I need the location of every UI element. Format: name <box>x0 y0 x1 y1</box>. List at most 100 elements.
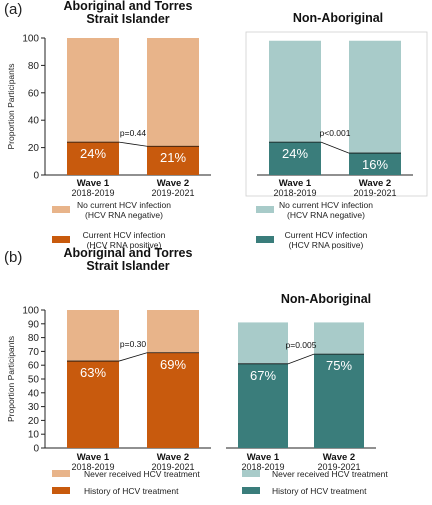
bar-value-label: 67% <box>250 368 276 383</box>
legend-label: No current HCV infection <box>77 200 171 210</box>
legend-label: History of HCV treatment <box>84 486 179 496</box>
bar-segment-top <box>349 40 401 154</box>
legend-label: History of HCV treatment <box>272 486 367 496</box>
legend-label: Current HCV infection <box>285 230 368 240</box>
panel-label: (a) <box>4 1 22 18</box>
y-tick-label: 50 <box>28 375 40 386</box>
legend-swatch <box>52 206 70 213</box>
x-tick-label: Wave 2 <box>157 452 189 463</box>
x-tick-label: Wave 1 <box>77 178 110 189</box>
x-tick-sublabel: 2018-2019 <box>241 462 284 472</box>
panel-label: (b) <box>4 249 22 266</box>
legend-label-detail: (HCV RNA negative) <box>85 210 163 220</box>
x-tick-sublabel: 2018-2019 <box>71 462 114 472</box>
chart-title: Strait Islander <box>86 259 169 273</box>
x-tick-sublabel: 2019-2021 <box>151 188 194 198</box>
bar-segment-top <box>67 38 119 143</box>
y-tick-label: 30 <box>28 402 40 413</box>
bar-segment-top <box>147 310 199 353</box>
y-tick-label: 80 <box>28 333 40 344</box>
bar-segment-bottom <box>67 361 119 448</box>
legend-label: Never received HCV treatment <box>272 469 388 479</box>
connector-line <box>320 141 350 154</box>
x-tick-sublabel: 2019-2021 <box>151 462 194 472</box>
y-axis-label: Proportion Participants <box>6 336 16 422</box>
connector-line <box>287 353 315 365</box>
bar-value-label: 69% <box>160 357 186 372</box>
x-tick-label: Wave 2 <box>323 452 355 463</box>
y-axis-label: Proportion Participants <box>6 64 16 150</box>
x-tick-label: Wave 1 <box>77 452 110 463</box>
bar-segment-top <box>269 40 321 143</box>
legend-swatch <box>52 470 70 477</box>
y-tick-label: 100 <box>22 306 39 317</box>
bar-segment-bottom <box>238 363 288 448</box>
legend-label-detail: (HCV RNA positive) <box>87 240 162 250</box>
x-tick-label: Wave 2 <box>157 178 189 189</box>
bar-segment-top <box>238 322 288 364</box>
chart-title: Non-Aboriginal <box>281 292 371 306</box>
x-tick-sublabel: 2018-2019 <box>71 188 114 198</box>
x-tick-sublabel: 2019-2021 <box>317 462 360 472</box>
chart-title: Non-Aboriginal <box>293 11 383 25</box>
y-tick-label: 20 <box>28 416 40 427</box>
chart-title: Strait Islander <box>86 12 169 26</box>
y-tick-label: 60 <box>28 88 40 99</box>
y-tick-label: 40 <box>28 116 40 127</box>
p-value-label: p=0.44 <box>120 128 147 138</box>
bar-value-label: 16% <box>362 157 388 172</box>
legend-swatch <box>256 206 274 213</box>
bar-segment-bottom <box>314 354 364 448</box>
bar-value-label: 21% <box>160 150 186 165</box>
legend-swatch <box>256 236 274 243</box>
chart-title: Aboriginal and Torres <box>64 246 193 260</box>
bar-value-label: 24% <box>282 146 308 161</box>
panel-frame <box>245 31 428 197</box>
bar-segment-top <box>147 38 199 147</box>
legend-swatch <box>242 470 260 477</box>
p-value-label: p=0.30 <box>120 339 147 349</box>
y-tick-label: 40 <box>28 388 40 399</box>
bar-segment-top <box>314 322 364 355</box>
bar-segment-bottom <box>349 153 401 175</box>
chart-title: Aboriginal and Torres <box>64 0 193 13</box>
y-tick-label: 0 <box>33 444 39 455</box>
bar-value-label: 75% <box>326 358 352 373</box>
legend-label: Current HCV infection <box>83 230 166 240</box>
legend-label: Never received HCV treatment <box>84 469 200 479</box>
p-value-label: p=0.005 <box>286 340 317 350</box>
y-tick-label: 90 <box>28 319 40 330</box>
bar-segment-bottom <box>269 142 321 175</box>
y-tick-label: 80 <box>28 61 40 72</box>
y-tick-label: 60 <box>28 361 40 372</box>
legend-swatch <box>52 236 70 243</box>
p-value-label: p<0.001 <box>320 128 351 138</box>
bar-segment-bottom <box>147 352 199 448</box>
bar-segment-bottom <box>147 146 199 175</box>
bar-value-label: 63% <box>80 365 106 380</box>
y-tick-label: 20 <box>28 143 40 154</box>
x-tick-label: Wave 2 <box>359 178 391 189</box>
y-tick-label: 10 <box>28 430 40 441</box>
legend-swatch <box>52 487 70 494</box>
bar-segment-top <box>67 310 119 362</box>
bar-value-label: 24% <box>80 146 106 161</box>
legend-label-detail: (HCV RNA positive) <box>289 240 364 250</box>
x-tick-sublabel: 2018-2019 <box>273 188 316 198</box>
x-tick-label: Wave 1 <box>247 452 280 463</box>
connector-line <box>118 141 148 147</box>
legend-swatch <box>242 487 260 494</box>
bar-segment-bottom <box>67 142 119 175</box>
legend-label-detail: (HCV RNA negative) <box>287 210 365 220</box>
y-tick-label: 100 <box>22 34 39 45</box>
y-tick-label: 70 <box>28 347 40 358</box>
x-tick-label: Wave 1 <box>279 178 312 189</box>
y-tick-label: 0 <box>33 171 39 182</box>
x-tick-sublabel: 2019-2021 <box>353 188 396 198</box>
legend-label: No current HCV infection <box>279 200 373 210</box>
